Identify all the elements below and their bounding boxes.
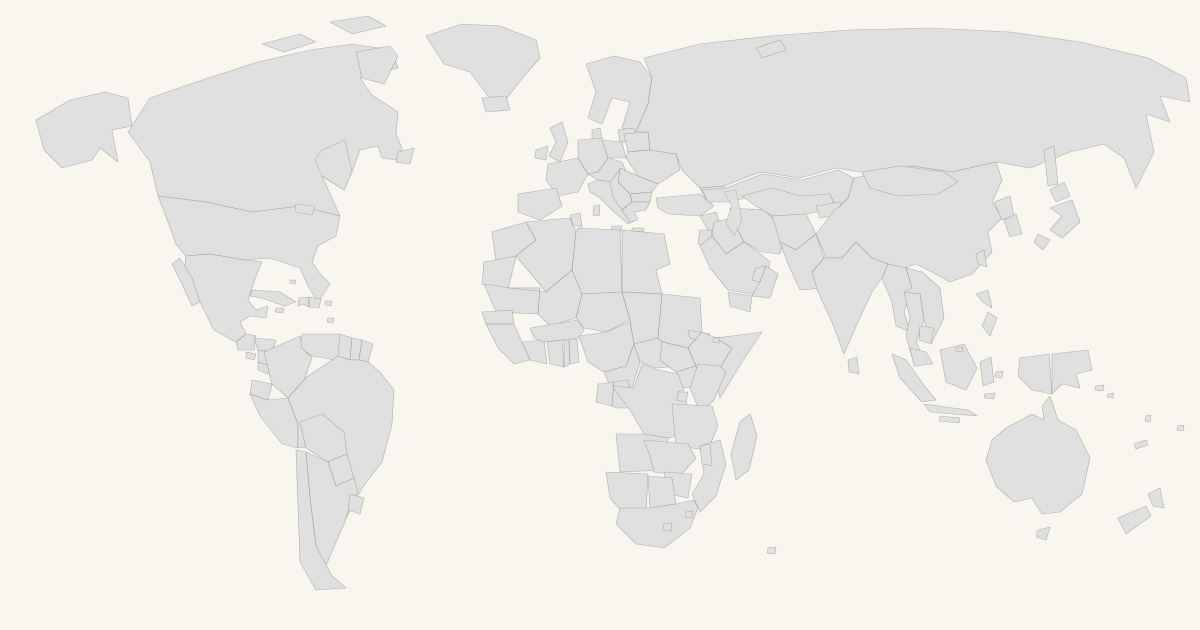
country-mozambique[interactable] bbox=[691, 439, 727, 513]
country-indonesia-sumatra[interactable] bbox=[891, 353, 937, 403]
country-mexico-baja[interactable] bbox=[171, 257, 201, 307]
country-malaysia[interactable] bbox=[909, 347, 934, 367]
country-vanuatu[interactable] bbox=[1144, 414, 1152, 423]
country-eswatini[interactable] bbox=[684, 510, 694, 519]
great-lakes bbox=[294, 203, 316, 216]
country-mongolia[interactable] bbox=[861, 165, 959, 197]
country-rwanda-burundi[interactable] bbox=[676, 391, 689, 403]
country-iceland[interactable] bbox=[481, 95, 511, 113]
country-fiji[interactable] bbox=[1176, 424, 1185, 432]
country-libya[interactable] bbox=[571, 227, 623, 295]
country-botswana[interactable] bbox=[647, 475, 677, 509]
country-indonesia-java[interactable] bbox=[923, 403, 978, 417]
country-india[interactable] bbox=[811, 241, 889, 355]
country-spain-portugal[interactable] bbox=[517, 187, 563, 221]
country-philippines-luzon[interactable] bbox=[975, 289, 993, 309]
country-colombia[interactable] bbox=[263, 335, 313, 399]
country-indonesia-west-papua[interactable] bbox=[1017, 353, 1053, 395]
country-tanzania[interactable] bbox=[671, 403, 719, 451]
country-jamaica[interactable] bbox=[274, 307, 285, 314]
country-australia[interactable] bbox=[985, 395, 1091, 515]
country-tunisia[interactable] bbox=[569, 212, 583, 228]
country-united-states-alaska[interactable] bbox=[35, 91, 133, 169]
country-taiwan[interactable] bbox=[975, 249, 988, 268]
country-egypt[interactable] bbox=[621, 229, 671, 295]
country-solomon-islands[interactable] bbox=[1094, 384, 1105, 392]
country-lesotho[interactable] bbox=[662, 522, 673, 532]
country-japan-honshu[interactable] bbox=[1049, 199, 1081, 239]
country-malawi[interactable] bbox=[699, 443, 713, 467]
country-south-korea[interactable] bbox=[1003, 213, 1023, 238]
country-russia[interactable] bbox=[635, 27, 1191, 189]
country-russia-sakhalin[interactable] bbox=[1043, 145, 1059, 187]
country-philippines-mindanao[interactable] bbox=[981, 311, 998, 337]
country-bulgaria[interactable] bbox=[629, 191, 653, 203]
country-italy-sardinia[interactable] bbox=[592, 204, 601, 217]
country-western-balkans[interactable] bbox=[609, 169, 633, 211]
country-trinidad-and-tobago[interactable] bbox=[326, 317, 335, 324]
hudson-bay bbox=[314, 139, 353, 191]
country-new-caledonia[interactable] bbox=[1133, 439, 1149, 450]
country-bahamas[interactable] bbox=[289, 279, 297, 285]
country-australia-tasmania[interactable] bbox=[1035, 526, 1051, 541]
country-gabon[interactable] bbox=[595, 381, 615, 407]
country-puerto-rico[interactable] bbox=[324, 300, 333, 307]
country-guatemala[interactable] bbox=[235, 333, 257, 351]
country-sri-lanka[interactable] bbox=[847, 356, 860, 375]
country-papua-new-guinea[interactable] bbox=[1051, 349, 1093, 395]
country-norway-sweden-finland[interactable] bbox=[585, 55, 653, 133]
country-cuba[interactable] bbox=[249, 289, 297, 307]
country-solomon-islands-2[interactable] bbox=[1106, 392, 1115, 399]
country-greece[interactable] bbox=[621, 201, 651, 223]
country-mexico[interactable] bbox=[183, 253, 269, 343]
country-new-zealand-south[interactable] bbox=[1117, 505, 1152, 535]
country-canada-baffin[interactable] bbox=[355, 45, 399, 85]
country-russia-novaya-zemlya[interactable] bbox=[755, 39, 787, 59]
country-cambodia[interactable] bbox=[918, 325, 935, 345]
country-new-zealand-north[interactable] bbox=[1147, 487, 1165, 509]
country-canada-newfoundland[interactable] bbox=[395, 147, 415, 165]
country-south-africa[interactable] bbox=[615, 499, 699, 549]
country-yemen[interactable] bbox=[727, 291, 753, 313]
country-indonesia-sulawesi[interactable] bbox=[979, 356, 995, 387]
country-canada-arctic-2[interactable] bbox=[329, 15, 387, 35]
country-brunei[interactable] bbox=[955, 346, 964, 353]
country-uruguay[interactable] bbox=[347, 493, 365, 515]
country-madagascar[interactable] bbox=[730, 413, 758, 481]
country-indonesia-borneo[interactable] bbox=[939, 343, 978, 391]
country-indonesia-lesser-sunda[interactable] bbox=[938, 415, 961, 424]
country-chile[interactable] bbox=[295, 449, 347, 591]
country-dominican-republic[interactable] bbox=[308, 296, 322, 309]
country-japan-kyushu[interactable] bbox=[1033, 233, 1051, 251]
country-oman[interactable] bbox=[751, 265, 779, 299]
country-senegal[interactable] bbox=[481, 309, 515, 325]
country-ireland[interactable] bbox=[534, 145, 549, 161]
country-kenya[interactable] bbox=[689, 363, 727, 413]
country-benin[interactable] bbox=[568, 338, 580, 365]
country-ghana[interactable] bbox=[546, 339, 565, 368]
country-mauritius[interactable] bbox=[766, 546, 777, 555]
country-canada-arctic-1[interactable] bbox=[261, 33, 317, 53]
country-guyana[interactable] bbox=[337, 333, 353, 361]
country-japan-hokkaido[interactable] bbox=[1049, 181, 1071, 203]
country-indonesia-moluccas[interactable] bbox=[994, 370, 1004, 379]
country-haiti[interactable] bbox=[297, 296, 310, 308]
country-belarus[interactable] bbox=[623, 131, 651, 153]
country-burkina-faso[interactable] bbox=[529, 319, 585, 343]
country-timor-leste[interactable] bbox=[983, 392, 996, 400]
country-greenland[interactable] bbox=[425, 23, 541, 103]
country-cote-divoire[interactable] bbox=[521, 339, 548, 365]
caspian-sea bbox=[723, 189, 743, 237]
country-united-kingdom[interactable] bbox=[548, 121, 569, 163]
country-el-salvador[interactable] bbox=[245, 351, 257, 361]
